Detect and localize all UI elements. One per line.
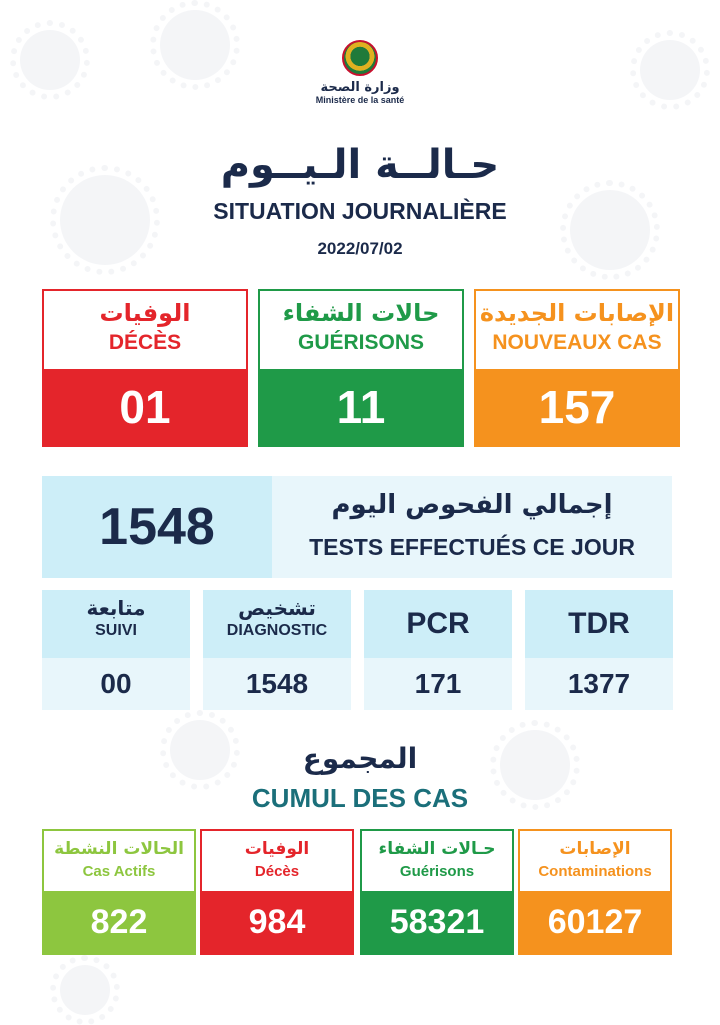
subtest-tdr: TDR 1377 — [525, 590, 673, 710]
cumulative-title-fr: CUMUL DES CAS — [251, 783, 469, 813]
daily-deaths-value: 01 — [44, 369, 246, 445]
subtest-diagnostic-label-ar: تشخيص — [238, 596, 316, 620]
daily-deaths-label-ar: الوفيات — [99, 299, 191, 327]
background-virus-icon — [630, 30, 710, 110]
subtest-pcr: PCR 171 — [364, 590, 512, 710]
subtest-suivi-label-ar: متابعة — [86, 596, 146, 620]
daily-new-cases-label-ar: الإصابات الجديدة — [479, 299, 675, 327]
daily-new-cases-card: الإصابات الجديدة NOUVEAUX CAS 157 — [474, 289, 680, 447]
daily-deaths-label-fr: DÉCÈS — [108, 331, 182, 354]
tests-label-fr: TESTS EFFECTUÉS CE JOUR — [309, 534, 635, 560]
background-virus-icon — [490, 720, 580, 810]
daily-new-cases-value: 157 — [476, 369, 678, 445]
subtest-suivi-label-fr: SUIVI — [95, 622, 137, 639]
cumulative-recoveries-label-fr: Guérisons — [399, 863, 475, 880]
page-title-ar: حـالــة الـيــوم — [220, 142, 500, 188]
tests-total-value: 1548 — [42, 476, 272, 578]
cumulative-recoveries-value: 58321 — [362, 891, 512, 953]
cumulative-deaths-card: الوفيات Décès 984 — [200, 829, 354, 955]
subtest-tdr-label: TDR — [568, 607, 630, 640]
cumulative-title-ar: المجموع — [302, 742, 418, 775]
subtest-diagnostic: تشخيص DIAGNOSTIC 1548 — [203, 590, 351, 710]
report-date: 2022/07/02 — [317, 239, 403, 258]
cumulative-active-label-fr: Cas Actifs — [82, 863, 156, 880]
background-virus-icon — [150, 0, 240, 90]
daily-recoveries-label-ar: حالات الشفاء — [282, 299, 440, 327]
daily-recoveries-label-fr: GUÉRISONS — [297, 331, 425, 354]
cumulative-contaminations-card: الإصابات Contaminations 60127 — [518, 829, 672, 955]
ministry-name-fr: Ministère de la santé — [315, 95, 405, 105]
background-virus-icon — [160, 710, 240, 790]
background-virus-icon — [560, 180, 660, 280]
subtest-diagnostic-value: 1548 — [203, 658, 351, 710]
subtest-suivi-value: 00 — [42, 658, 190, 710]
subtest-pcr-value: 171 — [364, 658, 512, 710]
cumulative-contaminations-value: 60127 — [520, 891, 670, 953]
background-virus-icon — [10, 20, 90, 100]
page-title-fr: SITUATION JOURNALIÈRE — [213, 198, 507, 224]
background-virus-icon — [50, 955, 120, 1025]
cumulative-deaths-value: 984 — [202, 891, 352, 953]
tests-panel: 1548 إجمالي الفحوص اليوم TESTS EFFECTUÉS… — [42, 476, 672, 578]
daily-recoveries-card: حالات الشفاء GUÉRISONS 11 — [258, 289, 464, 447]
cumulative-recoveries-label-ar: حـالات الشفاء — [378, 839, 496, 859]
daily-recoveries-value: 11 — [260, 369, 462, 445]
ministry-header: وزارة الصحة Ministère de la santé — [0, 40, 720, 105]
subtest-tdr-value: 1377 — [525, 658, 673, 710]
cumulative-active-card: الحالات النشطة Cas Actifs 822 — [42, 829, 196, 955]
cumulative-active-label-ar: الحالات النشطة — [54, 839, 184, 859]
subtest-suivi: متابعة SUIVI 00 — [42, 590, 190, 710]
cumulative-recoveries-card: حـالات الشفاء Guérisons 58321 — [360, 829, 514, 955]
cumulative-deaths-label-fr: Décès — [254, 863, 300, 880]
background-virus-icon — [50, 165, 160, 275]
daily-deaths-card: الوفيات DÉCÈS 01 — [42, 289, 248, 447]
cumulative-deaths-label-ar: الوفيات — [244, 839, 310, 859]
daily-new-cases-label-fr: NOUVEAUX CAS — [492, 331, 662, 354]
cumulative-active-value: 822 — [44, 891, 194, 953]
cumulative-contaminations-label-ar: الإصابات — [559, 839, 631, 859]
subtest-pcr-label: PCR — [406, 607, 470, 640]
ministry-seal-logo — [342, 40, 378, 76]
ministry-name-ar: وزارة الصحة — [320, 80, 400, 95]
tests-label-ar: إجمالي الفحوص اليوم — [331, 490, 613, 520]
cumulative-contaminations-label-fr: Contaminations — [538, 863, 652, 880]
subtest-diagnostic-label-fr: DIAGNOSTIC — [226, 622, 328, 639]
